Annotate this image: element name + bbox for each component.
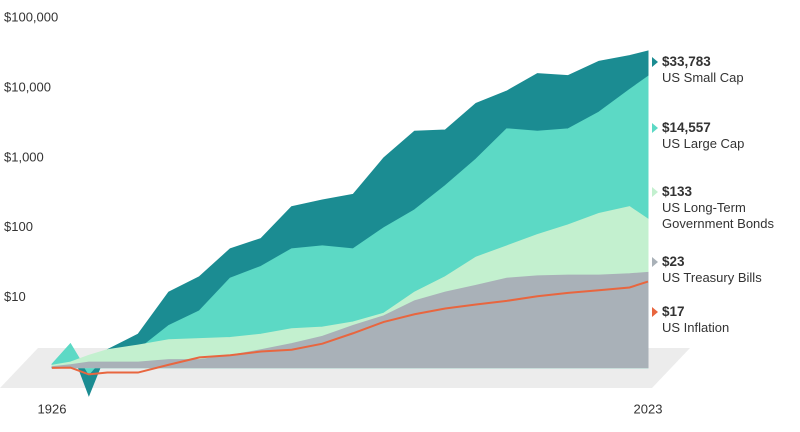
series-line [51, 280, 649, 376]
legend-name: US Treasury Bills [662, 270, 762, 285]
legend-value: $14,557 [662, 120, 711, 135]
legend-entry: $33,783 US Small Cap [652, 54, 796, 86]
x-tick-label: 1926 [38, 401, 67, 416]
y-tick-label: $10,000 [4, 79, 51, 94]
legend-entry: $14,557 US Large Cap [652, 120, 796, 152]
legend-name: US Long-Term Government Bonds [662, 200, 775, 231]
legend-marker [652, 257, 658, 267]
series-area [51, 271, 649, 369]
y-tick-label: $10 [4, 289, 26, 304]
legend-value: $133 [662, 184, 693, 199]
legend-name: US Inflation [662, 320, 730, 335]
legend-marker [652, 57, 658, 67]
legend-name: US Large Cap [662, 136, 745, 151]
legend-value: $23 [662, 254, 685, 269]
legend-name: US Small Cap [662, 70, 744, 85]
legend-entry: $133 US Long-Term Government Bonds [652, 184, 796, 232]
y-tick-label: $100 [4, 219, 33, 234]
legend-entry: $23 US Treasury Bills [652, 254, 796, 286]
legend-value: $17 [662, 304, 685, 319]
x-tick-label: 2023 [634, 401, 663, 416]
y-tick-label: $100,000 [4, 9, 58, 24]
legend-marker [652, 123, 658, 133]
legend-marker [652, 187, 658, 197]
legend-marker [652, 307, 658, 317]
y-tick-label: $1,000 [4, 149, 44, 164]
legend-entry: $17 US Inflation [652, 304, 796, 336]
legend-value: $33,783 [662, 54, 711, 69]
